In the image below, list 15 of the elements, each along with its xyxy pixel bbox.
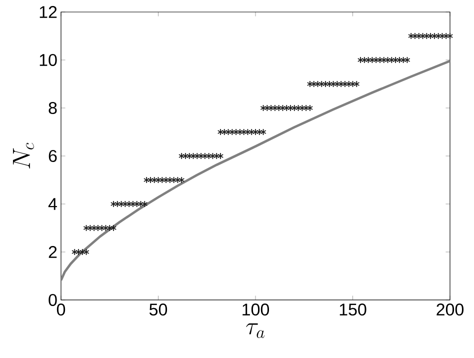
y-tick-label: 2 <box>48 246 57 258</box>
line-series <box>61 60 450 282</box>
y-tick-label: 8 <box>48 102 57 114</box>
y-axis-title: $N_c$ <box>12 142 34 168</box>
y-tick-label: 10 <box>40 54 57 66</box>
x-tick-label: 200 <box>436 304 464 316</box>
y-tick-label: 4 <box>48 198 57 210</box>
y-tick-label: 6 <box>48 150 57 162</box>
x-tick-label: 50 <box>149 304 168 316</box>
x-tick-label: 150 <box>340 304 366 316</box>
y-tick-label: 0 <box>48 294 57 306</box>
x-tick-label: 100 <box>242 304 270 316</box>
y-tick-label: 12 <box>40 6 57 18</box>
x-axis-title: $\tau_a$ <box>246 323 264 338</box>
x-tick-label: 0 <box>56 304 66 316</box>
